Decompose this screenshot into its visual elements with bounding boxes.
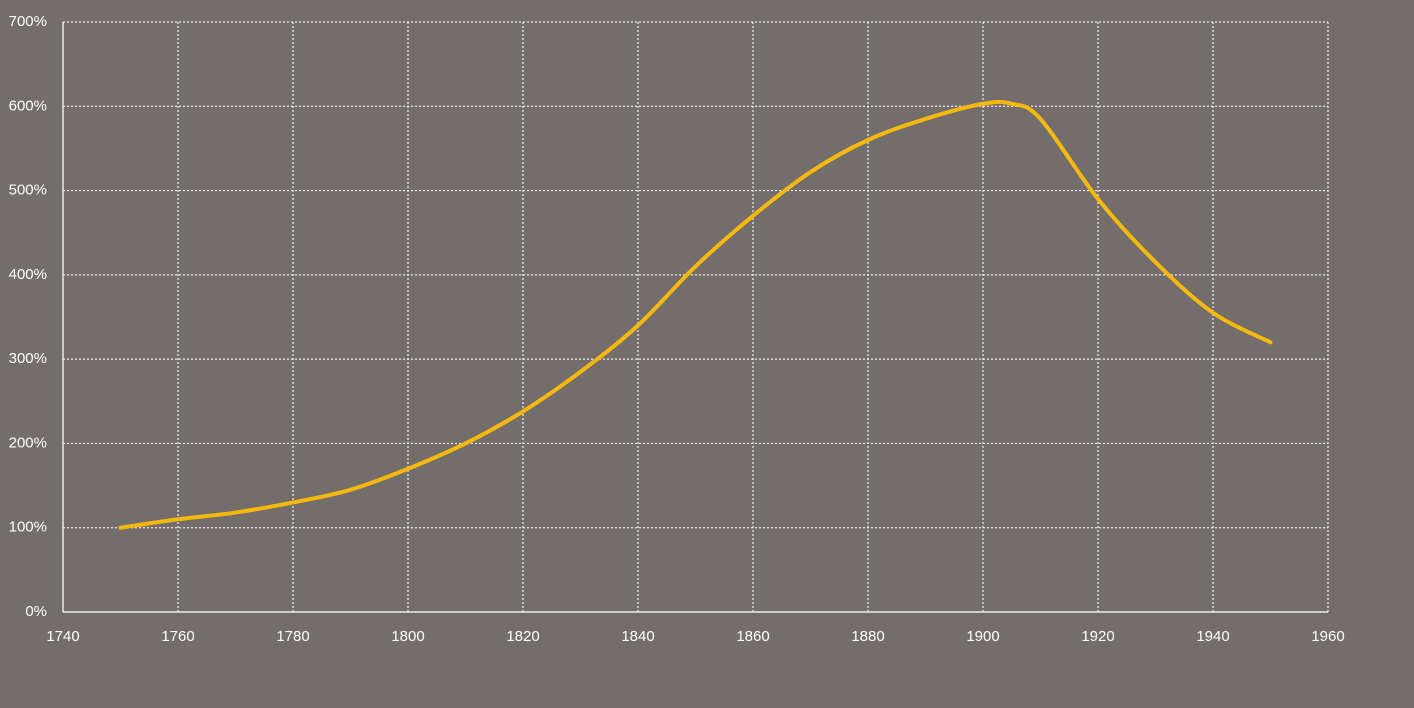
y-tick-label: 300% xyxy=(9,350,47,367)
x-tick-label: 1960 xyxy=(1311,628,1344,645)
x-tick-label: 1860 xyxy=(736,628,769,645)
y-tick-label: 200% xyxy=(9,434,47,451)
y-tick-label: 100% xyxy=(9,519,47,536)
data-line xyxy=(118,99,1273,530)
y-tick-label: 600% xyxy=(9,97,47,114)
y-tick-label: 0% xyxy=(25,603,47,620)
y-tick-label: 700% xyxy=(9,13,47,30)
x-tick-label: 1920 xyxy=(1081,628,1114,645)
x-tick-label: 1780 xyxy=(276,628,309,645)
x-tick-label: 1800 xyxy=(391,628,424,645)
x-tick-label: 1820 xyxy=(506,628,539,645)
x-tick-label: 1760 xyxy=(161,628,194,645)
x-tick-label: 1740 xyxy=(46,628,79,645)
y-tick-label: 500% xyxy=(9,182,47,199)
x-tick-label: 1940 xyxy=(1196,628,1229,645)
x-tick-label: 1840 xyxy=(621,628,654,645)
x-tick-label: 1900 xyxy=(966,628,999,645)
y-tick-label: 400% xyxy=(9,266,47,283)
x-tick-label: 1880 xyxy=(851,628,884,645)
